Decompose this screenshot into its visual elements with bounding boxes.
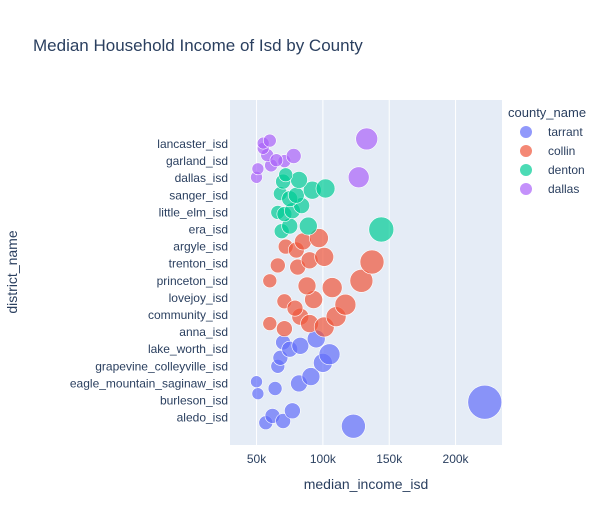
y-tick-label: lovejoy_isd: [169, 291, 228, 305]
y-tick-label: garland_isd: [166, 154, 228, 168]
y-tick-label: dallas_isd: [175, 171, 228, 185]
data-point-collin: [262, 273, 278, 289]
data-point-tarrant: [275, 413, 291, 429]
y-tick-label: lake_worth_isd: [148, 342, 228, 356]
y-tick-label: trenton_isd: [169, 257, 228, 271]
legend-label: denton: [548, 163, 585, 177]
data-point-collin: [269, 257, 286, 274]
x-tick-label: 200k: [443, 452, 470, 466]
legend-item-tarrant[interactable]: tarrant: [520, 125, 583, 139]
y-tick-label: eagle_mountain_saginaw_isd: [70, 376, 228, 390]
y-tick-label: anna_isd: [179, 325, 228, 339]
data-point-tarrant: [341, 413, 366, 439]
legend-marker: [520, 183, 532, 195]
data-point-denton: [298, 216, 318, 236]
data-point-collin: [276, 320, 293, 338]
x-tick-label: 150k: [376, 452, 403, 466]
y-tick-label: era_isd: [189, 223, 228, 237]
data-point-denton: [290, 171, 308, 189]
data-point-dallas: [355, 127, 379, 151]
data-point-dallas: [251, 162, 265, 176]
data-point-tarrant: [318, 343, 341, 366]
data-point-collin: [262, 316, 278, 331]
data-point-denton: [278, 167, 294, 183]
chart-title: Median Household Income of Isd by County: [33, 36, 363, 55]
x-axis-title: median_income_isd: [304, 476, 429, 492]
data-point-collin: [309, 228, 329, 248]
x-axis-ticks: 50k 100k 150k 200k: [247, 452, 470, 466]
data-point-denton: [287, 187, 305, 204]
legend-marker: [520, 164, 532, 176]
data-point-tarrant: [301, 367, 321, 386]
y-tick-label: grapevine_colleyville_isd: [95, 359, 228, 373]
data-point-denton: [315, 178, 336, 199]
y-axis-title: district_name: [4, 230, 20, 313]
data-point-tarrant: [284, 402, 301, 420]
data-point-collin: [297, 276, 317, 296]
legend[interactable]: county_name tarrant collin denton dallas: [508, 105, 586, 196]
y-tick-label: argyle_isd: [173, 240, 228, 254]
data-point-dallas: [269, 153, 284, 167]
x-tick-label: 50k: [247, 452, 267, 466]
legend-item-denton[interactable]: denton: [520, 163, 585, 177]
data-point-collin: [359, 249, 385, 275]
data-point-denton: [368, 216, 395, 243]
y-tick-label: lancaster_isd: [157, 137, 228, 151]
legend-label: collin: [548, 144, 575, 158]
legend-marker: [520, 126, 532, 138]
data-point-tarrant: [251, 387, 265, 401]
data-point-dallas: [347, 166, 370, 189]
legend-item-collin[interactable]: collin: [520, 144, 575, 158]
data-points: [250, 127, 503, 439]
y-tick-label: sanger_isd: [169, 188, 228, 202]
data-point-collin: [294, 232, 312, 251]
data-point-collin: [349, 268, 374, 293]
legend-title: county_name: [508, 105, 586, 120]
data-point-tarrant: [250, 375, 263, 389]
y-tick-label: community_isd: [148, 308, 228, 322]
data-point-dallas: [262, 133, 277, 148]
data-point-collin: [321, 277, 343, 298]
y-tick-label: burleson_isd: [160, 394, 228, 408]
data-point-tarrant: [291, 336, 310, 355]
legend-label: dallas: [548, 182, 579, 196]
data-point-tarrant: [467, 384, 503, 420]
data-point-collin: [334, 293, 357, 316]
legend-label: tarrant: [548, 125, 583, 139]
data-point-collin: [286, 299, 304, 317]
legend-item-dallas[interactable]: dallas: [520, 182, 579, 196]
data-point-dallas: [285, 148, 302, 164]
y-tick-label: aledo_isd: [177, 411, 228, 425]
legend-marker: [520, 145, 532, 157]
y-tick-label: little_elm_isd: [159, 205, 228, 219]
x-tick-label: 100k: [310, 452, 337, 466]
data-point-collin: [314, 247, 335, 267]
y-tick-label: princeton_isd: [157, 274, 228, 288]
data-point-tarrant: [267, 381, 283, 396]
y-axis-ticks: lancaster_isd garland_isd dallas_isdsanger…: [70, 137, 228, 425]
